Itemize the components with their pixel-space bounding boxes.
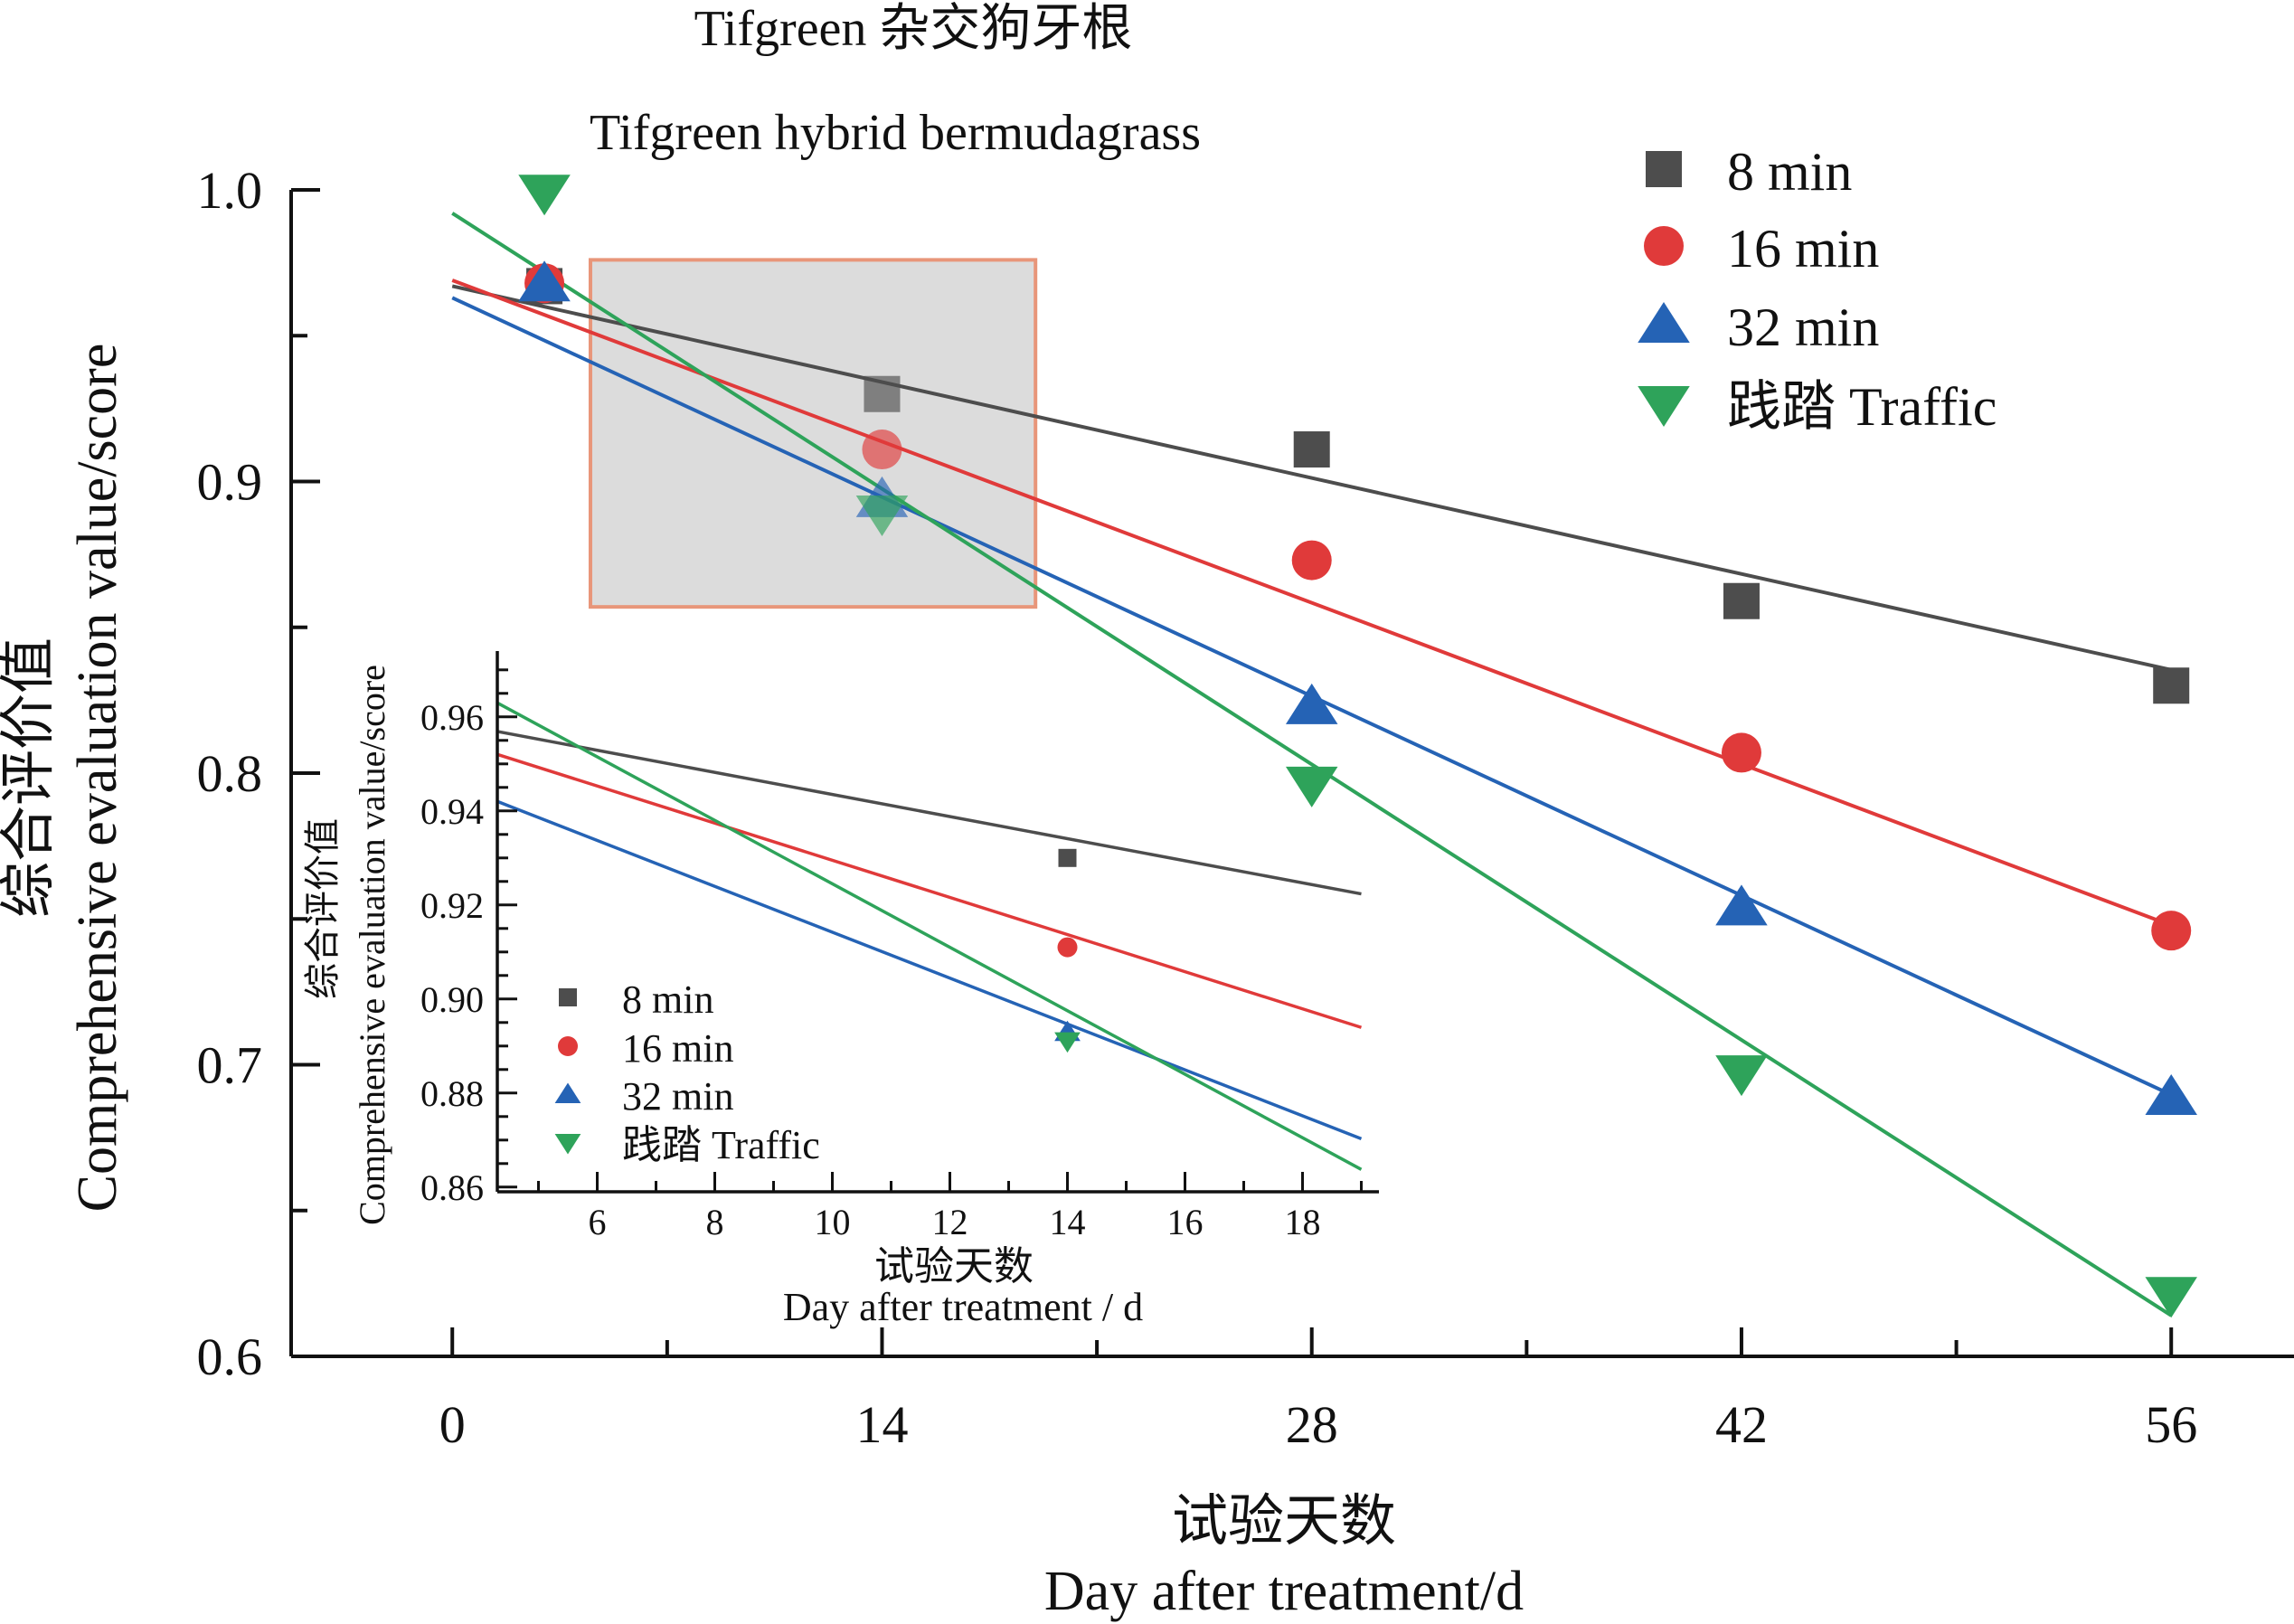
point-8min [864,375,901,412]
legend-item-8min: 8 min [1646,142,1852,202]
inset-legend-item-8min: 8 min [559,977,713,1022]
point-8min [1293,431,1330,468]
point-32min [2145,1073,2197,1115]
inset-legend-item-16min: 16 min [558,1026,733,1071]
legend-marker-8min [1646,151,1682,187]
x-axis-label-en: Day after treatment/d [1044,1561,1524,1622]
x-tick-label: 42 [1715,1395,1768,1454]
inset-x-tick-label: 10 [815,1202,851,1242]
point-32min [1715,884,1768,926]
inset-y-tick-label: 0.88 [420,1073,484,1114]
x-tick-label: 56 [2145,1395,2197,1454]
inset-legend-label: 32 min [622,1074,733,1119]
inset-fit-line-traffic [496,701,1363,1171]
inset-y-tick-label: 0.86 [420,1167,484,1208]
legend-item-traffic: 践踏 Traffic [1638,377,1997,437]
point-traffic [2145,1277,2197,1318]
inset-y-axis-label-en: Comprehensive evaluation value/score [352,665,392,1225]
inset-point-8min [1058,848,1077,867]
inset-x-tick-label: 6 [589,1202,607,1242]
inset-legend-marker-traffic [554,1134,581,1155]
point-traffic [518,175,571,216]
y-axis-label-cn: 综合评价值 [0,637,60,918]
fit-line-8min [451,284,2172,672]
inset-x-axis-label-cn: 试验天数 [874,1244,1034,1289]
point-traffic [855,495,909,536]
inset-y-axis-label-cn: 综合评价值 [302,818,343,999]
zoom-region-box [588,258,1038,609]
legend-item-32min: 32 min [1638,297,1879,357]
x-axis-label-cn: 试验天数 [1172,1491,1396,1553]
point-traffic [1715,1055,1768,1097]
point-16min [2151,911,2192,951]
inset-legend-label: 16 min [622,1026,733,1071]
main-axes [289,188,2294,1358]
x-tick-label: 0 [439,1395,466,1454]
inset-point-traffic [1054,1032,1081,1053]
main-data-points [518,175,2197,1318]
point-32min [518,260,571,302]
inset-fit-line-16min [496,752,1363,1029]
y-tick-label: 0.9 [197,453,263,512]
inset-legend-marker-16min [558,1036,578,1056]
inset-y-tick-label: 0.96 [420,697,484,738]
y-tick-label: 0.7 [197,1036,263,1095]
y-axis-label-en: Comprehensive evaluation value/score [67,344,128,1213]
point-traffic [1285,766,1338,807]
legend-label: 32 min [1727,297,1879,357]
main-legend: 8 min 16 min 32 min 践踏 Traffic [1638,142,1997,437]
legend-marker-16min [1644,226,1684,266]
point-16min [862,430,902,470]
chart-title-en: Tifgreen hybrid bermudagrass [590,105,1201,161]
inset-fit-lines [496,701,1363,1171]
inset-legend-marker-8min [559,988,577,1006]
inset-point-16min [1057,937,1078,958]
inset-x-tick-label: 8 [706,1202,724,1242]
legend-label: 8 min [1727,142,1852,202]
y-tick-label: 1.0 [197,161,263,220]
legend-item-16min: 16 min [1644,219,1879,279]
inset-fit-line-8min [496,730,1362,896]
inset-x-tick-label: 12 [932,1202,968,1242]
inset-x-axis-label-en: Day after treatment / d [783,1285,1143,1329]
y-tick-label: 0.6 [197,1327,263,1386]
inset-fit-line-32min [496,799,1363,1140]
point-8min [1723,582,1760,619]
inset-data-points [1054,848,1081,1053]
inset-legend-item-32min: 32 min [554,1074,733,1119]
inset-x-tick-label: 14 [1050,1202,1086,1242]
fit-line-16min [451,279,2172,928]
point-8min [2153,667,2190,704]
x-tick-label: 14 [855,1395,908,1454]
point-16min [1721,732,1761,773]
inset-y-tick-label: 0.92 [420,885,484,926]
inset-axes [496,651,1379,1194]
inset-y-tick-label: 0.94 [420,791,484,832]
fit-line-traffic [451,212,2173,1317]
legend-label: 践踏 Traffic [1727,377,1997,437]
inset-x-tick-label: 18 [1285,1202,1321,1242]
x-tick-label: 28 [1286,1395,1338,1454]
inset-legend-marker-32min [554,1082,581,1103]
inset-y-tick-label: 0.90 [420,979,484,1020]
inset-legend-label: 8 min [622,977,713,1022]
point-32min [1285,683,1338,724]
inset-x-tick-label: 16 [1167,1202,1204,1242]
inset-legend-label: 践踏 Traffic [622,1123,820,1167]
legend-label: 16 min [1727,219,1879,279]
point-16min [1291,540,1332,581]
inset-legend-item-traffic: 践踏 Traffic [554,1123,820,1167]
chart-title-cn: Tifgreen 杂交狗牙根 [694,1,1133,57]
y-tick-label: 0.8 [197,744,263,803]
inset-tick-labels: 6 8 10 12 14 16 18 0.86 0.88 0.90 0.92 0.94 0.96 [420,697,1321,1242]
legend-marker-traffic [1638,386,1690,427]
legend-marker-32min [1638,302,1690,343]
main-tick-labels: 0 14 28 42 56 0.6 0.7 0.8 0.9 1.0 [197,161,2198,1454]
